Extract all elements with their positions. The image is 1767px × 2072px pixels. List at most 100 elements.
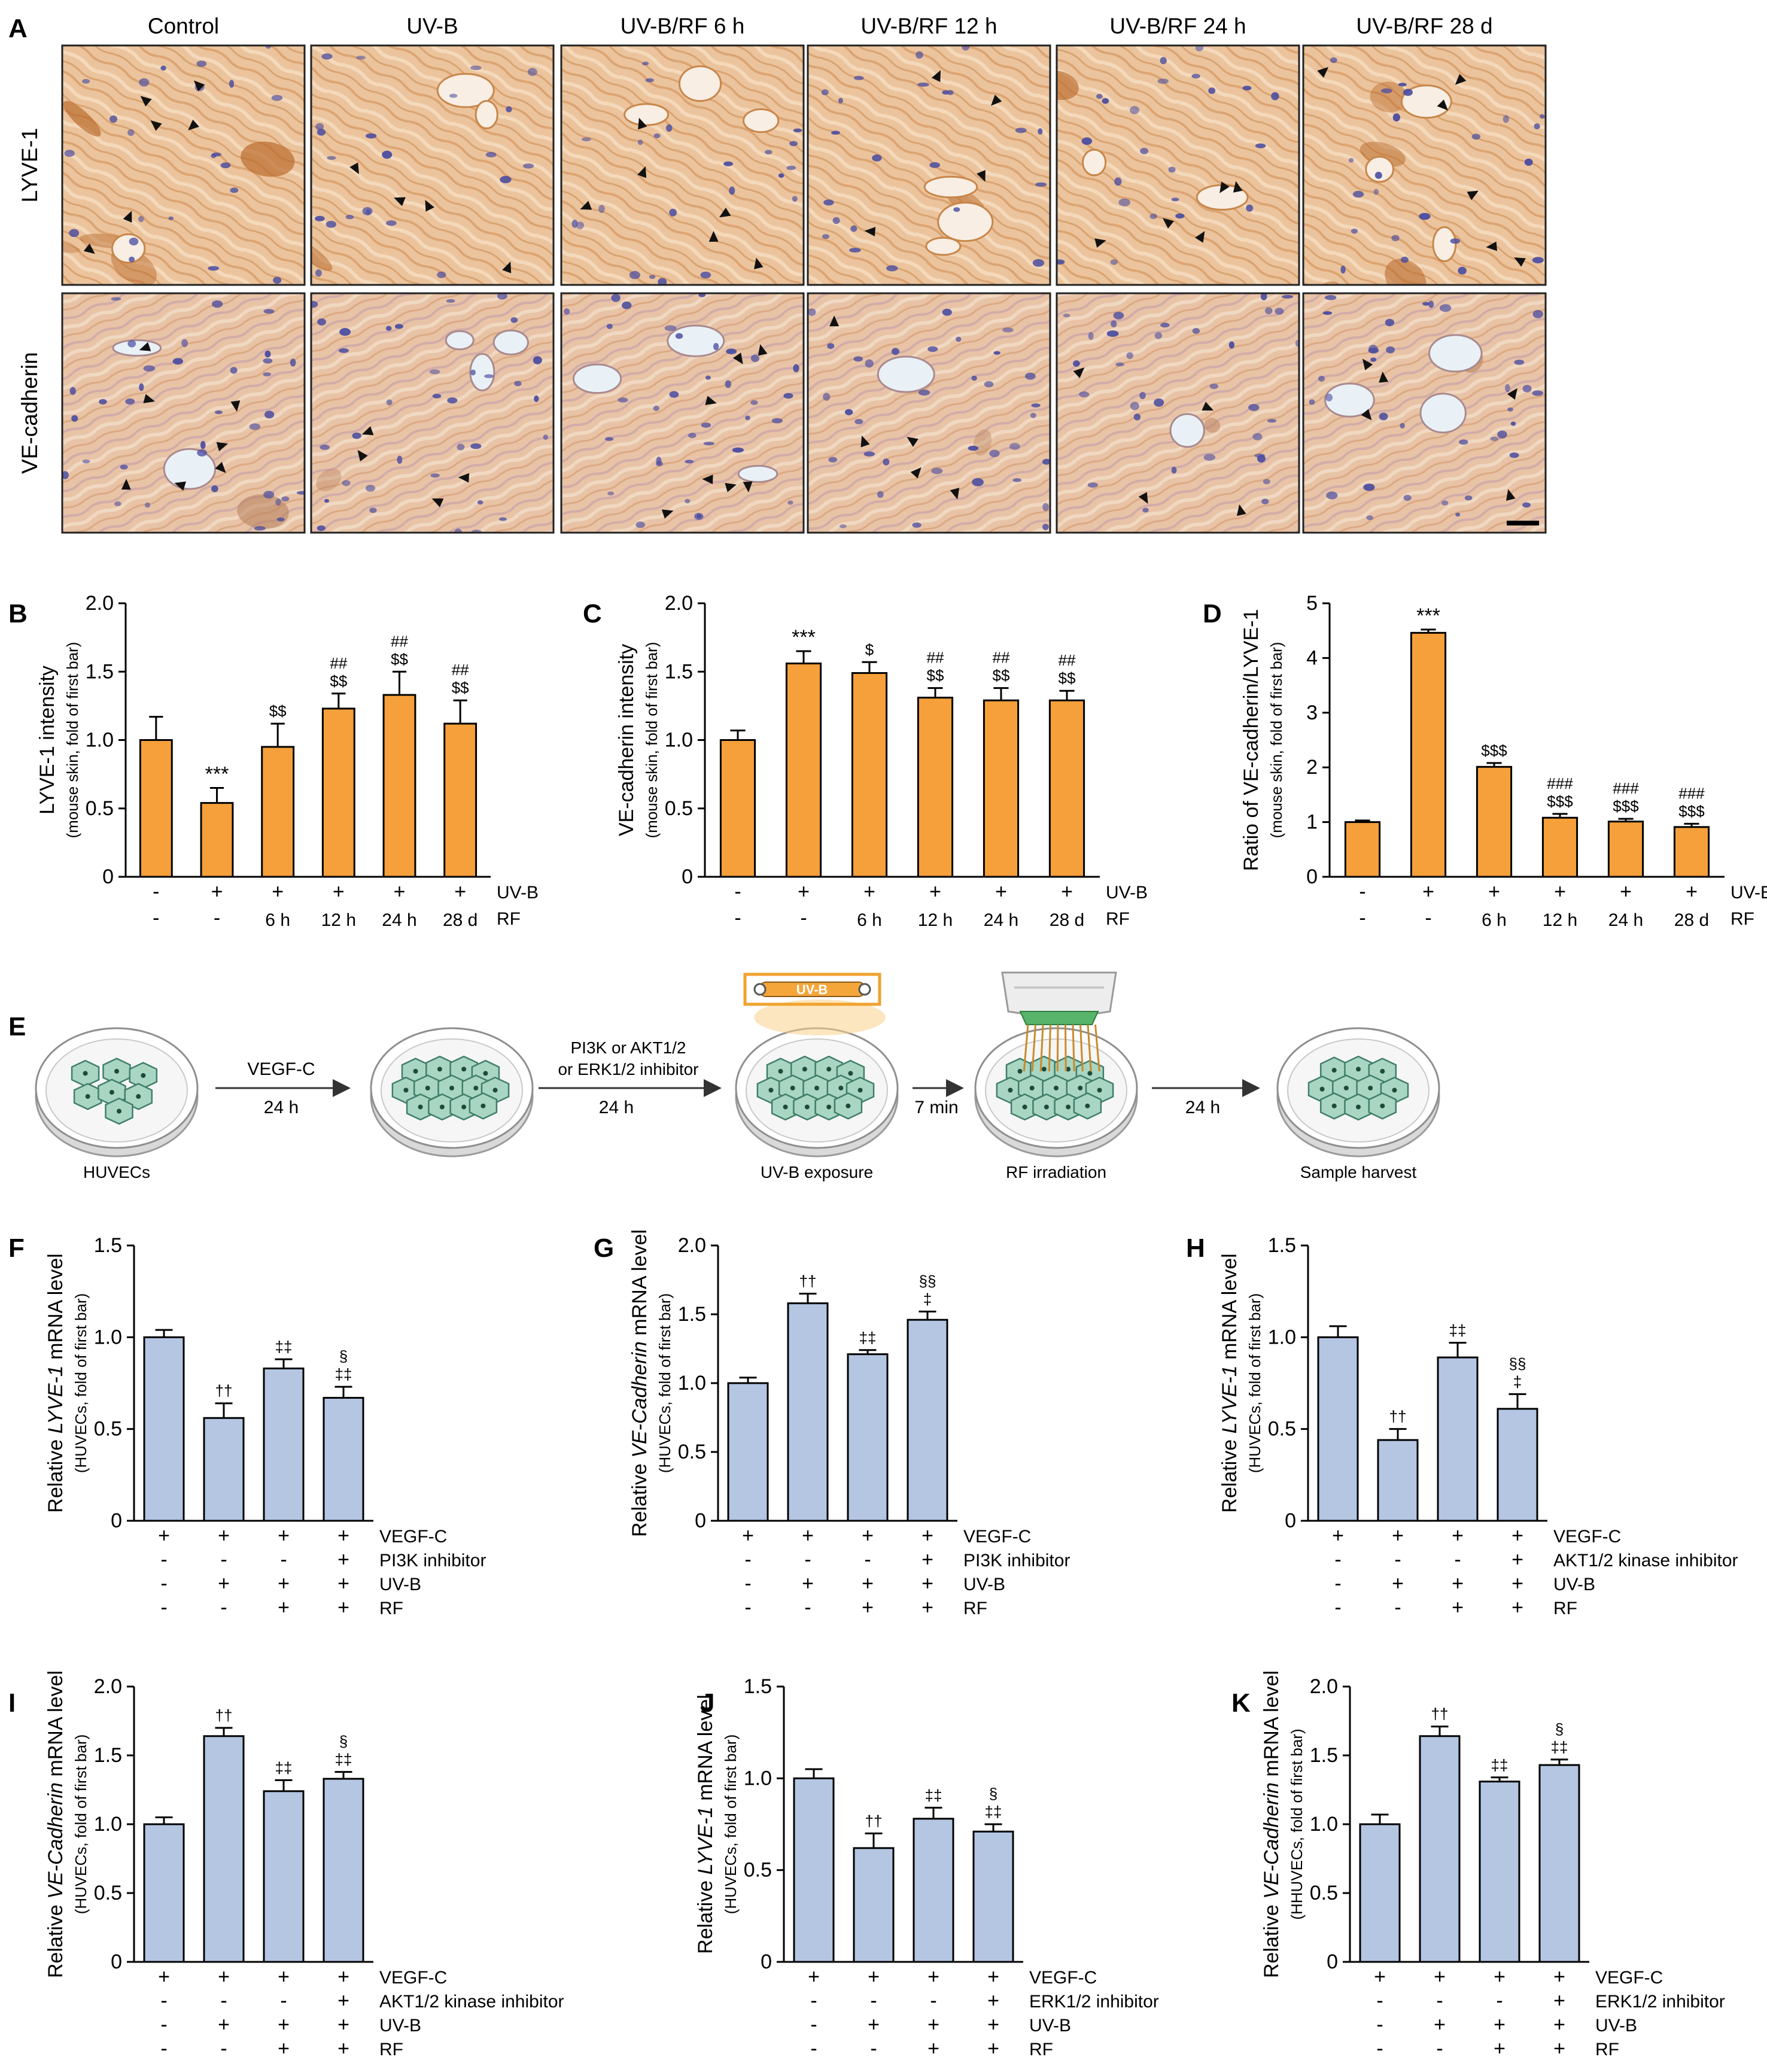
y-tick-label: 1.5: [665, 660, 693, 683]
significance-mark: ‡‡: [275, 1338, 293, 1356]
significance-mark: ‡‡: [1449, 1321, 1467, 1339]
caption-sample-harvest: Sample harvest: [1300, 1163, 1417, 1181]
bar: [143, 1336, 185, 1522]
factor-mark: +: [278, 1572, 290, 1595]
factor-mark: -: [734, 907, 741, 929]
arrowhead-marker: [230, 400, 241, 412]
factor-mark: +: [921, 1524, 933, 1547]
bar: [1419, 1735, 1461, 1963]
arrowhead-marker: [661, 509, 674, 519]
panel-label-i: I: [8, 1688, 16, 1718]
step-inhibitor-1: PI3K or AKT1/2: [571, 1038, 686, 1057]
y-tick-label: 1.0: [94, 1813, 122, 1836]
bar: [139, 739, 173, 878]
panel-label-h: H: [1186, 1234, 1205, 1263]
factor-mark: 6 h: [1482, 910, 1507, 930]
factor-mark: -: [1359, 880, 1365, 903]
factor-mark: +: [278, 2037, 290, 2060]
bar: [907, 1318, 948, 1522]
scale-bar: [1507, 521, 1539, 525]
factor-mark: +: [1511, 1572, 1523, 1595]
factor-mark: -: [1394, 1596, 1401, 1619]
arrowhead-marker: [1437, 99, 1448, 111]
factor-mark: +: [921, 1548, 933, 1571]
factor-label: RF: [1029, 2040, 1053, 2059]
bar: [1359, 1823, 1401, 1963]
panel-label-j: J: [700, 1688, 714, 1718]
arrowhead-marker: [1455, 74, 1467, 85]
bar: [1497, 1408, 1538, 1522]
factor-mark: -: [1334, 1548, 1341, 1571]
y-axis-sublabel: (mouse skin, fold of first bar): [63, 642, 81, 838]
bar: [323, 1778, 364, 1963]
factor-mark: +: [1434, 1965, 1446, 1988]
factor-mark: +: [929, 880, 941, 903]
time-1: 24 h: [264, 1098, 299, 1117]
arrowhead-marker: [215, 461, 226, 473]
factor-mark: -: [1376, 2037, 1383, 2060]
significance-mark: ‡‡: [1491, 1756, 1509, 1774]
bar: [143, 1823, 185, 1963]
factor-label: RF: [1106, 909, 1130, 929]
factor-label: UV-B: [379, 2016, 421, 2035]
y-tick-label: 1.0: [678, 1372, 706, 1395]
factor-label: UV-B: [379, 1575, 421, 1594]
bar: [1410, 631, 1447, 878]
bar: [263, 1367, 305, 1522]
factor-mark: 12 h: [1543, 910, 1577, 930]
micrograph-row-labels: LYVE-1 VE-cadherin: [17, 128, 42, 474]
arrowhead-marker: [829, 315, 840, 327]
significance-mark: $$$: [1547, 792, 1573, 810]
significance-mark: $$: [330, 672, 347, 690]
y-tick-label: 1.0: [1268, 1326, 1296, 1348]
panel-label-d: D: [1203, 599, 1222, 628]
culture-dish: [1276, 1027, 1440, 1157]
factor-mark: +: [862, 1572, 874, 1595]
factor-mark: -: [1359, 907, 1365, 929]
y-tick-label: 2.0: [86, 592, 114, 615]
y-tick-label: 0: [1285, 1509, 1296, 1532]
factor-mark: +: [454, 880, 466, 903]
y-tick-label: 0.5: [744, 1859, 772, 1882]
factor-mark: +: [1511, 1596, 1523, 1619]
arrowhead-marker: [708, 230, 719, 242]
arrowhead-marker: [140, 96, 152, 107]
factor-mark: +: [808, 1965, 820, 1988]
micrograph-tile: [310, 44, 555, 286]
factor-label: UV-B: [1029, 2016, 1071, 2035]
factor-mark: -: [1334, 1572, 1341, 1595]
factor-mark: +: [158, 1965, 170, 1988]
factor-mark: -: [734, 880, 741, 903]
y-axis-label: Relative VE-Cadherin mRNA level: [44, 1670, 67, 1978]
arrowhead-marker: [860, 435, 870, 448]
factor-mark: 24 h: [382, 910, 416, 930]
factor-mark: +: [337, 1548, 349, 1571]
y-tick-label: 1.0: [94, 1326, 122, 1348]
micrograph-tile: [1302, 292, 1547, 534]
arrowhead-marker: [121, 479, 131, 490]
time-3: 24 h: [1185, 1098, 1220, 1117]
factor-label: AKT1/2 kinase inhibitor: [379, 1992, 564, 2012]
arrowhead-marker: [357, 449, 368, 461]
factor-mark: +: [798, 880, 810, 903]
y-axis-label: Relative LYVE-1 mRNA level: [44, 1253, 67, 1512]
factor-mark: +: [218, 1524, 230, 1547]
arrowhead-marker: [910, 467, 921, 479]
factor-mark: -: [160, 1989, 167, 2012]
factor-mark: +: [1434, 2013, 1446, 2036]
y-tick-label: 2.0: [678, 1234, 706, 1257]
significance-mark: §: [1555, 1720, 1564, 1738]
arrowhead-marker: [123, 211, 132, 223]
factor-label: UV-B: [963, 1575, 1005, 1594]
y-tick-label: 0: [1327, 1951, 1338, 1973]
factor-mark: +: [218, 1965, 230, 1988]
significance-mark: $$: [452, 679, 469, 697]
caption-rf-irradiation: RF irradiation: [1006, 1163, 1106, 1181]
factor-label: RF: [1553, 1599, 1577, 1618]
micrograph-tile: [1056, 44, 1300, 286]
factor-mark: -: [870, 2037, 877, 2060]
factor-mark: -: [160, 1572, 167, 1595]
significance-mark: §: [339, 1347, 348, 1365]
